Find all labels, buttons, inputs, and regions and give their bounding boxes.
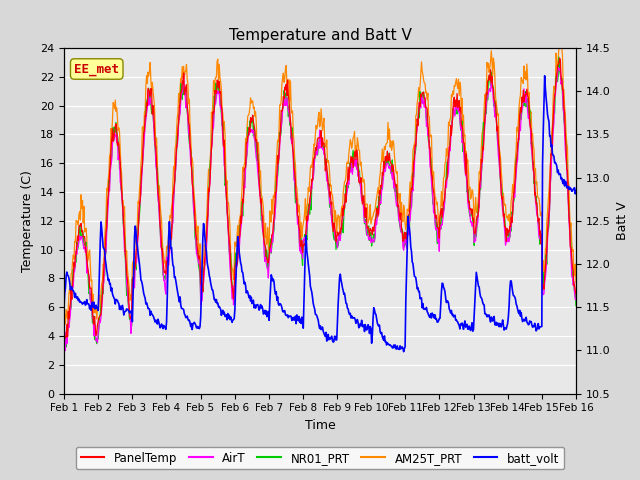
Y-axis label: Batt V: Batt V (616, 202, 629, 240)
PanelTemp (123, 271, 131, 276)
AirT (60, 342, 68, 348)
Line: NR01_PRT: NR01_PRT (64, 57, 576, 347)
PanelTemp (556, 55, 563, 61)
NR01_PRT (572, 303, 580, 309)
NR01_PRT (397, 226, 405, 231)
NR01_PRT (202, 253, 209, 259)
batt_volt (69, 288, 77, 293)
batt_volt (541, 73, 548, 79)
batt_volt (122, 308, 130, 314)
Title: Temperature and Batt V: Temperature and Batt V (228, 28, 412, 43)
AirT (175, 118, 182, 123)
batt_volt (400, 349, 408, 355)
AM25T_PRT (555, 45, 563, 51)
AirT (554, 64, 562, 70)
AM25T_PRT (60, 315, 68, 321)
NR01_PRT (383, 158, 390, 164)
NR01_PRT (555, 54, 563, 60)
batt_volt (382, 338, 390, 344)
batt_volt (572, 188, 580, 193)
Line: AirT: AirT (64, 67, 576, 350)
AirT (61, 348, 69, 353)
AM25T_PRT (61, 321, 69, 327)
PanelTemp (572, 291, 580, 297)
AM25T_PRT (70, 256, 78, 262)
AirT (383, 161, 390, 167)
PanelTemp (383, 159, 390, 165)
Legend: PanelTemp, AirT, NR01_PRT, AM25T_PRT, batt_volt: PanelTemp, AirT, NR01_PRT, AM25T_PRT, ba… (76, 447, 564, 469)
Line: batt_volt: batt_volt (64, 76, 576, 352)
batt_volt (60, 305, 68, 311)
PanelTemp (202, 241, 209, 247)
Text: EE_met: EE_met (74, 62, 119, 75)
X-axis label: Time: Time (305, 419, 335, 432)
PanelTemp (175, 120, 182, 125)
AM25T_PRT (383, 140, 390, 146)
Line: AM25T_PRT: AM25T_PRT (64, 48, 576, 324)
batt_volt (174, 291, 182, 297)
AM25T_PRT (572, 280, 580, 286)
PanelTemp (397, 225, 405, 231)
NR01_PRT (60, 327, 68, 333)
AirT (397, 229, 405, 235)
NR01_PRT (70, 269, 78, 275)
AirT (70, 270, 78, 276)
AirT (123, 281, 131, 287)
Line: PanelTemp: PanelTemp (64, 58, 576, 338)
AM25T_PRT (397, 200, 405, 205)
AirT (202, 255, 209, 261)
NR01_PRT (62, 344, 70, 350)
PanelTemp (70, 259, 78, 265)
PanelTemp (60, 325, 68, 331)
batt_volt (201, 236, 209, 242)
AirT (572, 297, 580, 303)
AM25T_PRT (175, 91, 182, 96)
PanelTemp (61, 336, 68, 341)
Y-axis label: Temperature (C): Temperature (C) (22, 170, 35, 272)
batt_volt (397, 346, 404, 352)
NR01_PRT (123, 293, 131, 299)
NR01_PRT (175, 118, 182, 124)
AM25T_PRT (202, 236, 209, 241)
AM25T_PRT (123, 248, 131, 253)
